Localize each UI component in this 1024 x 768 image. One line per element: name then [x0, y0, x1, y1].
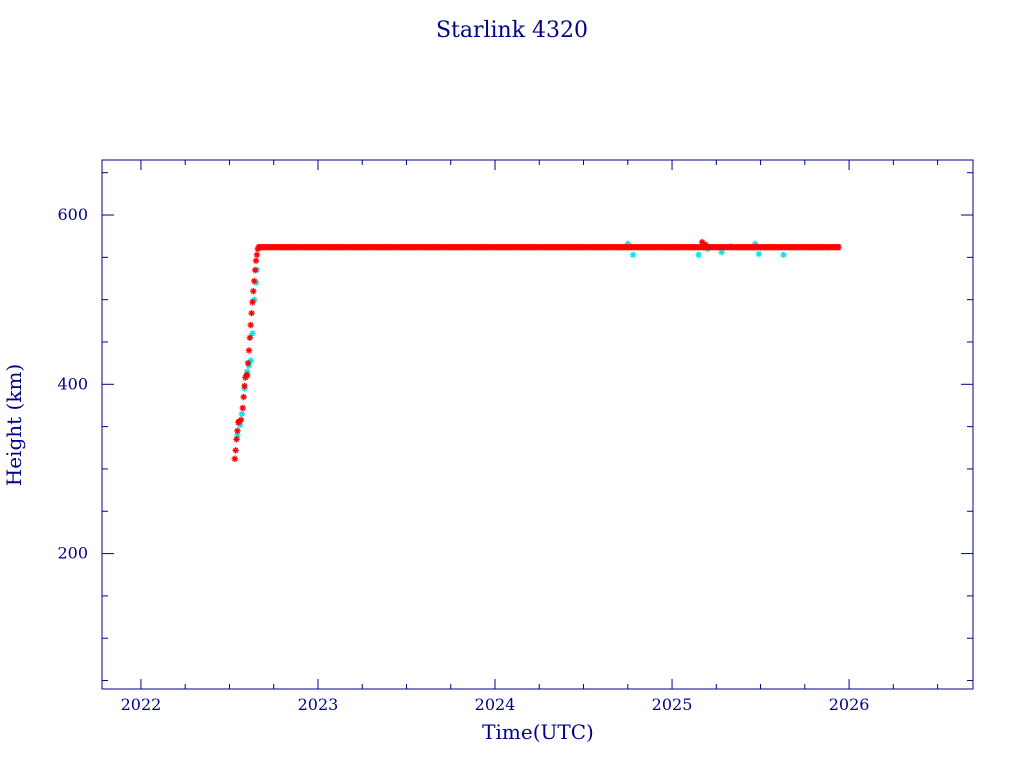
- y-tick-label: 200: [57, 544, 88, 563]
- data-point-secondary: [780, 251, 787, 258]
- data-point-primary: [240, 393, 247, 401]
- data-point-primary: [702, 241, 709, 248]
- data-point-primary: [239, 404, 246, 412]
- x-tick-label: 2026: [829, 695, 870, 714]
- data-point-primary: [237, 416, 245, 424]
- data-point-primary: [234, 427, 241, 435]
- data-point-primary: [253, 251, 261, 258]
- x-axis-label: Time(UTC): [482, 720, 594, 744]
- y-tick-label: 400: [57, 374, 88, 393]
- x-tick-label: 2024: [475, 695, 516, 714]
- data-point-primary: [232, 447, 239, 454]
- y-tick-labels: 200 400 600: [57, 205, 88, 563]
- x-tick-label: 2025: [652, 695, 693, 714]
- data-point-primary: [245, 347, 253, 354]
- data-point-primary: [241, 382, 248, 390]
- data-point-secondary: [718, 249, 725, 256]
- x-tick-labels: 2022 2023 2024 2025 2026: [121, 695, 870, 714]
- y-tick-label: 600: [57, 205, 88, 224]
- data-point-primary: [251, 266, 259, 274]
- y-axis-label: Height (km): [2, 364, 26, 486]
- data-point-primary: [248, 309, 255, 317]
- data-point-secondary: [695, 251, 702, 258]
- chart-title: Starlink 4320: [436, 18, 588, 43]
- y-axis: [102, 172, 973, 682]
- data-point-primary: [246, 334, 254, 341]
- plot-frame: [101, 159, 974, 690]
- data-point-primary: [244, 359, 252, 367]
- data-point-primary: [243, 371, 251, 379]
- data-point-primary: [233, 436, 240, 443]
- data-point-secondary: [249, 330, 256, 337]
- x-tick-label: 2023: [298, 695, 339, 714]
- data-point-primary: [231, 455, 238, 462]
- data-point-primary: [698, 238, 706, 246]
- x-tick-label: 2022: [121, 695, 162, 714]
- data-point-secondary: [629, 251, 637, 258]
- data-points: [231, 238, 842, 462]
- data-point-primary: [835, 243, 842, 251]
- data-point-primary: [247, 321, 254, 329]
- data-point-primary: [252, 257, 260, 264]
- data-point-secondary: [755, 250, 762, 258]
- x-axis: [140, 160, 939, 689]
- data-point-primary: [250, 287, 257, 295]
- data-point-secondary: [238, 410, 246, 418]
- data-point-primary: [249, 298, 256, 306]
- data-point-primary: [251, 277, 258, 285]
